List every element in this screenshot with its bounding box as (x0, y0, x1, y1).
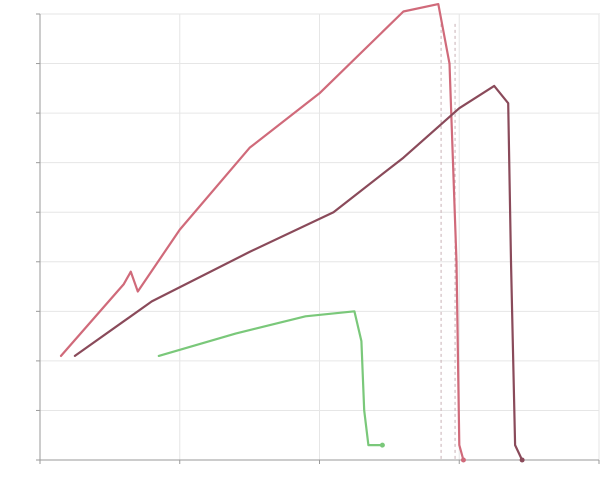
tick-labels (36, 13, 600, 464)
grid-lines (40, 13, 600, 460)
series-line-3 (157, 310, 384, 447)
series-end-marker (379, 442, 385, 448)
series-lines (59, 2, 524, 462)
series-line-1 (59, 2, 465, 462)
series-line-2 (73, 84, 524, 462)
series-end-marker (519, 457, 525, 463)
annotations (379, 442, 525, 463)
series-end-marker (460, 457, 466, 463)
